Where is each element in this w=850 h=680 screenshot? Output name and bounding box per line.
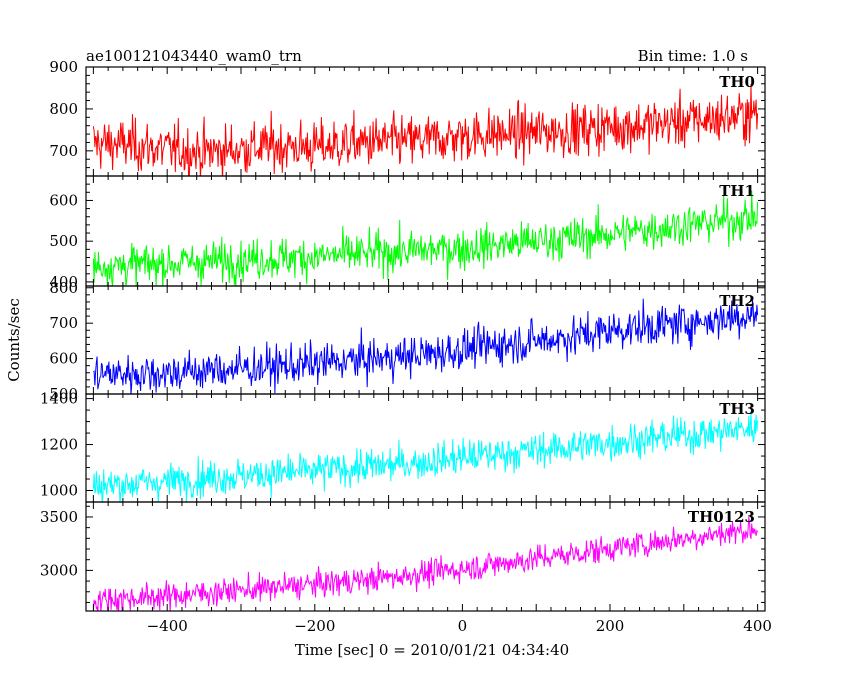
y-tick-label: 400 xyxy=(49,273,78,291)
panel-th0123: 3000 3500 TH0123 xyxy=(40,501,766,612)
chart-title: ae100121043440_wam0_trn xyxy=(86,47,302,65)
panels-group: 700 800 900 TH0 400 500 600 TH1 500 600 700 800 TH2 1… xyxy=(40,58,772,635)
x-tick-label: 400 xyxy=(743,617,772,635)
series-label: TH3 xyxy=(719,400,755,418)
series-line-th3 xyxy=(92,411,759,502)
x-tick-label: −200 xyxy=(294,617,335,635)
series-label: TH0123 xyxy=(688,508,755,526)
x-tick-label: 0 xyxy=(458,617,468,635)
x-tick-label: −400 xyxy=(147,617,188,635)
y-tick-label: 800 xyxy=(49,100,78,118)
y-tick-label: 1000 xyxy=(40,482,78,500)
y-tick-label: 600 xyxy=(49,191,78,209)
series-line-th0123 xyxy=(92,516,759,611)
series-label: TH1 xyxy=(719,182,755,200)
panel-th3: 1000 1200 1400 TH3 xyxy=(40,390,766,503)
series-line-th0 xyxy=(92,83,759,176)
y-tick-label: 500 xyxy=(49,385,78,403)
panel-frame xyxy=(85,501,766,612)
y-tick-label: 600 xyxy=(49,350,78,368)
series-label: TH0 xyxy=(719,73,755,91)
y-tick-label: 1200 xyxy=(40,436,78,454)
y-tick-label: 3500 xyxy=(40,508,78,526)
panel-frame xyxy=(85,393,766,503)
series-line-th2 xyxy=(93,298,759,394)
panel-th2: 500 600 700 800 TH2 xyxy=(49,279,766,403)
y-tick-label: 1400 xyxy=(40,390,78,408)
y-tick-label: 700 xyxy=(49,314,78,332)
y-axis-label: Counts/sec xyxy=(5,298,23,382)
y-tick-label: 500 xyxy=(49,232,78,250)
y-tick-label: 800 xyxy=(49,279,78,297)
y-tick-label: 900 xyxy=(49,58,78,76)
series-line-th1 xyxy=(92,190,759,286)
series-label: TH2 xyxy=(719,292,755,310)
x-tick-label: 200 xyxy=(596,617,625,635)
chart-subtitle: Bin time: 1.0 s xyxy=(638,47,748,65)
panel-frame xyxy=(85,285,766,395)
y-tick-label: 3000 xyxy=(40,561,78,579)
y-tick-label: 700 xyxy=(49,142,78,160)
panel-th0: 700 800 900 TH0 xyxy=(49,58,766,177)
x-axis-label: Time [sec] 0 = 2010/01/21 04:34:40 xyxy=(295,641,569,659)
panel-th1: 400 500 600 TH1 xyxy=(49,175,766,291)
